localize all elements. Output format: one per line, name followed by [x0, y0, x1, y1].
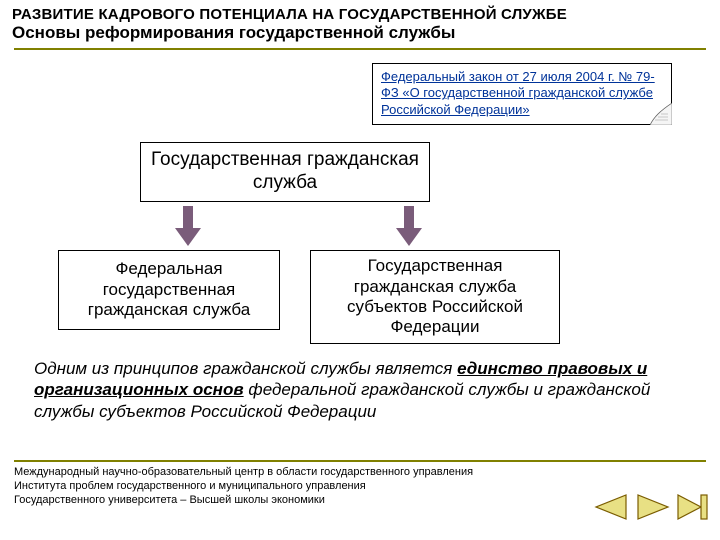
principle-text: Одним из принципов гражданской службы яв… [34, 358, 674, 422]
footer-text: Международный научно-образовательный цен… [14, 466, 514, 507]
law-reference-text: Федеральный закон от 27 июля 2004 г. № 7… [381, 69, 655, 117]
header-divider [14, 48, 706, 50]
footer-line-2: Института проблем государственного и мун… [14, 480, 514, 494]
arrow-down-right-icon [396, 206, 422, 246]
child-right-label: Государственная гражданская служба субъе… [321, 256, 549, 338]
nav-forward-button[interactable] [636, 493, 670, 521]
law-reference-box: Федеральный закон от 27 июля 2004 г. № 7… [372, 63, 672, 125]
main-concept-box: Государственная гражданская служба [140, 142, 430, 202]
page-curl-icon [650, 103, 672, 125]
supertitle: РАЗВИТИЕ КАДРОВОГО ПОТЕНЦИАЛА НА ГОСУДАР… [12, 6, 708, 23]
footer-divider [14, 460, 706, 462]
slide: РАЗВИТИЕ КАДРОВОГО ПОТЕНЦИАЛА НА ГОСУДАР… [0, 0, 720, 540]
child-left-box: Федеральная государственная гражданская … [58, 250, 280, 330]
header-block: РАЗВИТИЕ КАДРОВОГО ПОТЕНЦИАЛА НА ГОСУДАР… [0, 0, 720, 47]
child-right-box: Государственная гражданская служба субъе… [310, 250, 560, 344]
principle-pre: Одним из принципов гражданской службы яв… [34, 359, 457, 378]
footer-line-3: Государственного университета – Высшей ш… [14, 494, 514, 508]
child-left-label: Федеральная государственная гражданская … [69, 259, 269, 320]
main-concept-label: Государственная гражданская служба [151, 149, 419, 195]
nav-back-button[interactable] [594, 493, 628, 521]
footer-line-1: Международный научно-образовательный цен… [14, 466, 514, 480]
nav-last-button[interactable] [676, 493, 710, 521]
subtitle: Основы реформирования государственной сл… [12, 23, 708, 43]
arrow-down-left-icon [175, 206, 201, 246]
